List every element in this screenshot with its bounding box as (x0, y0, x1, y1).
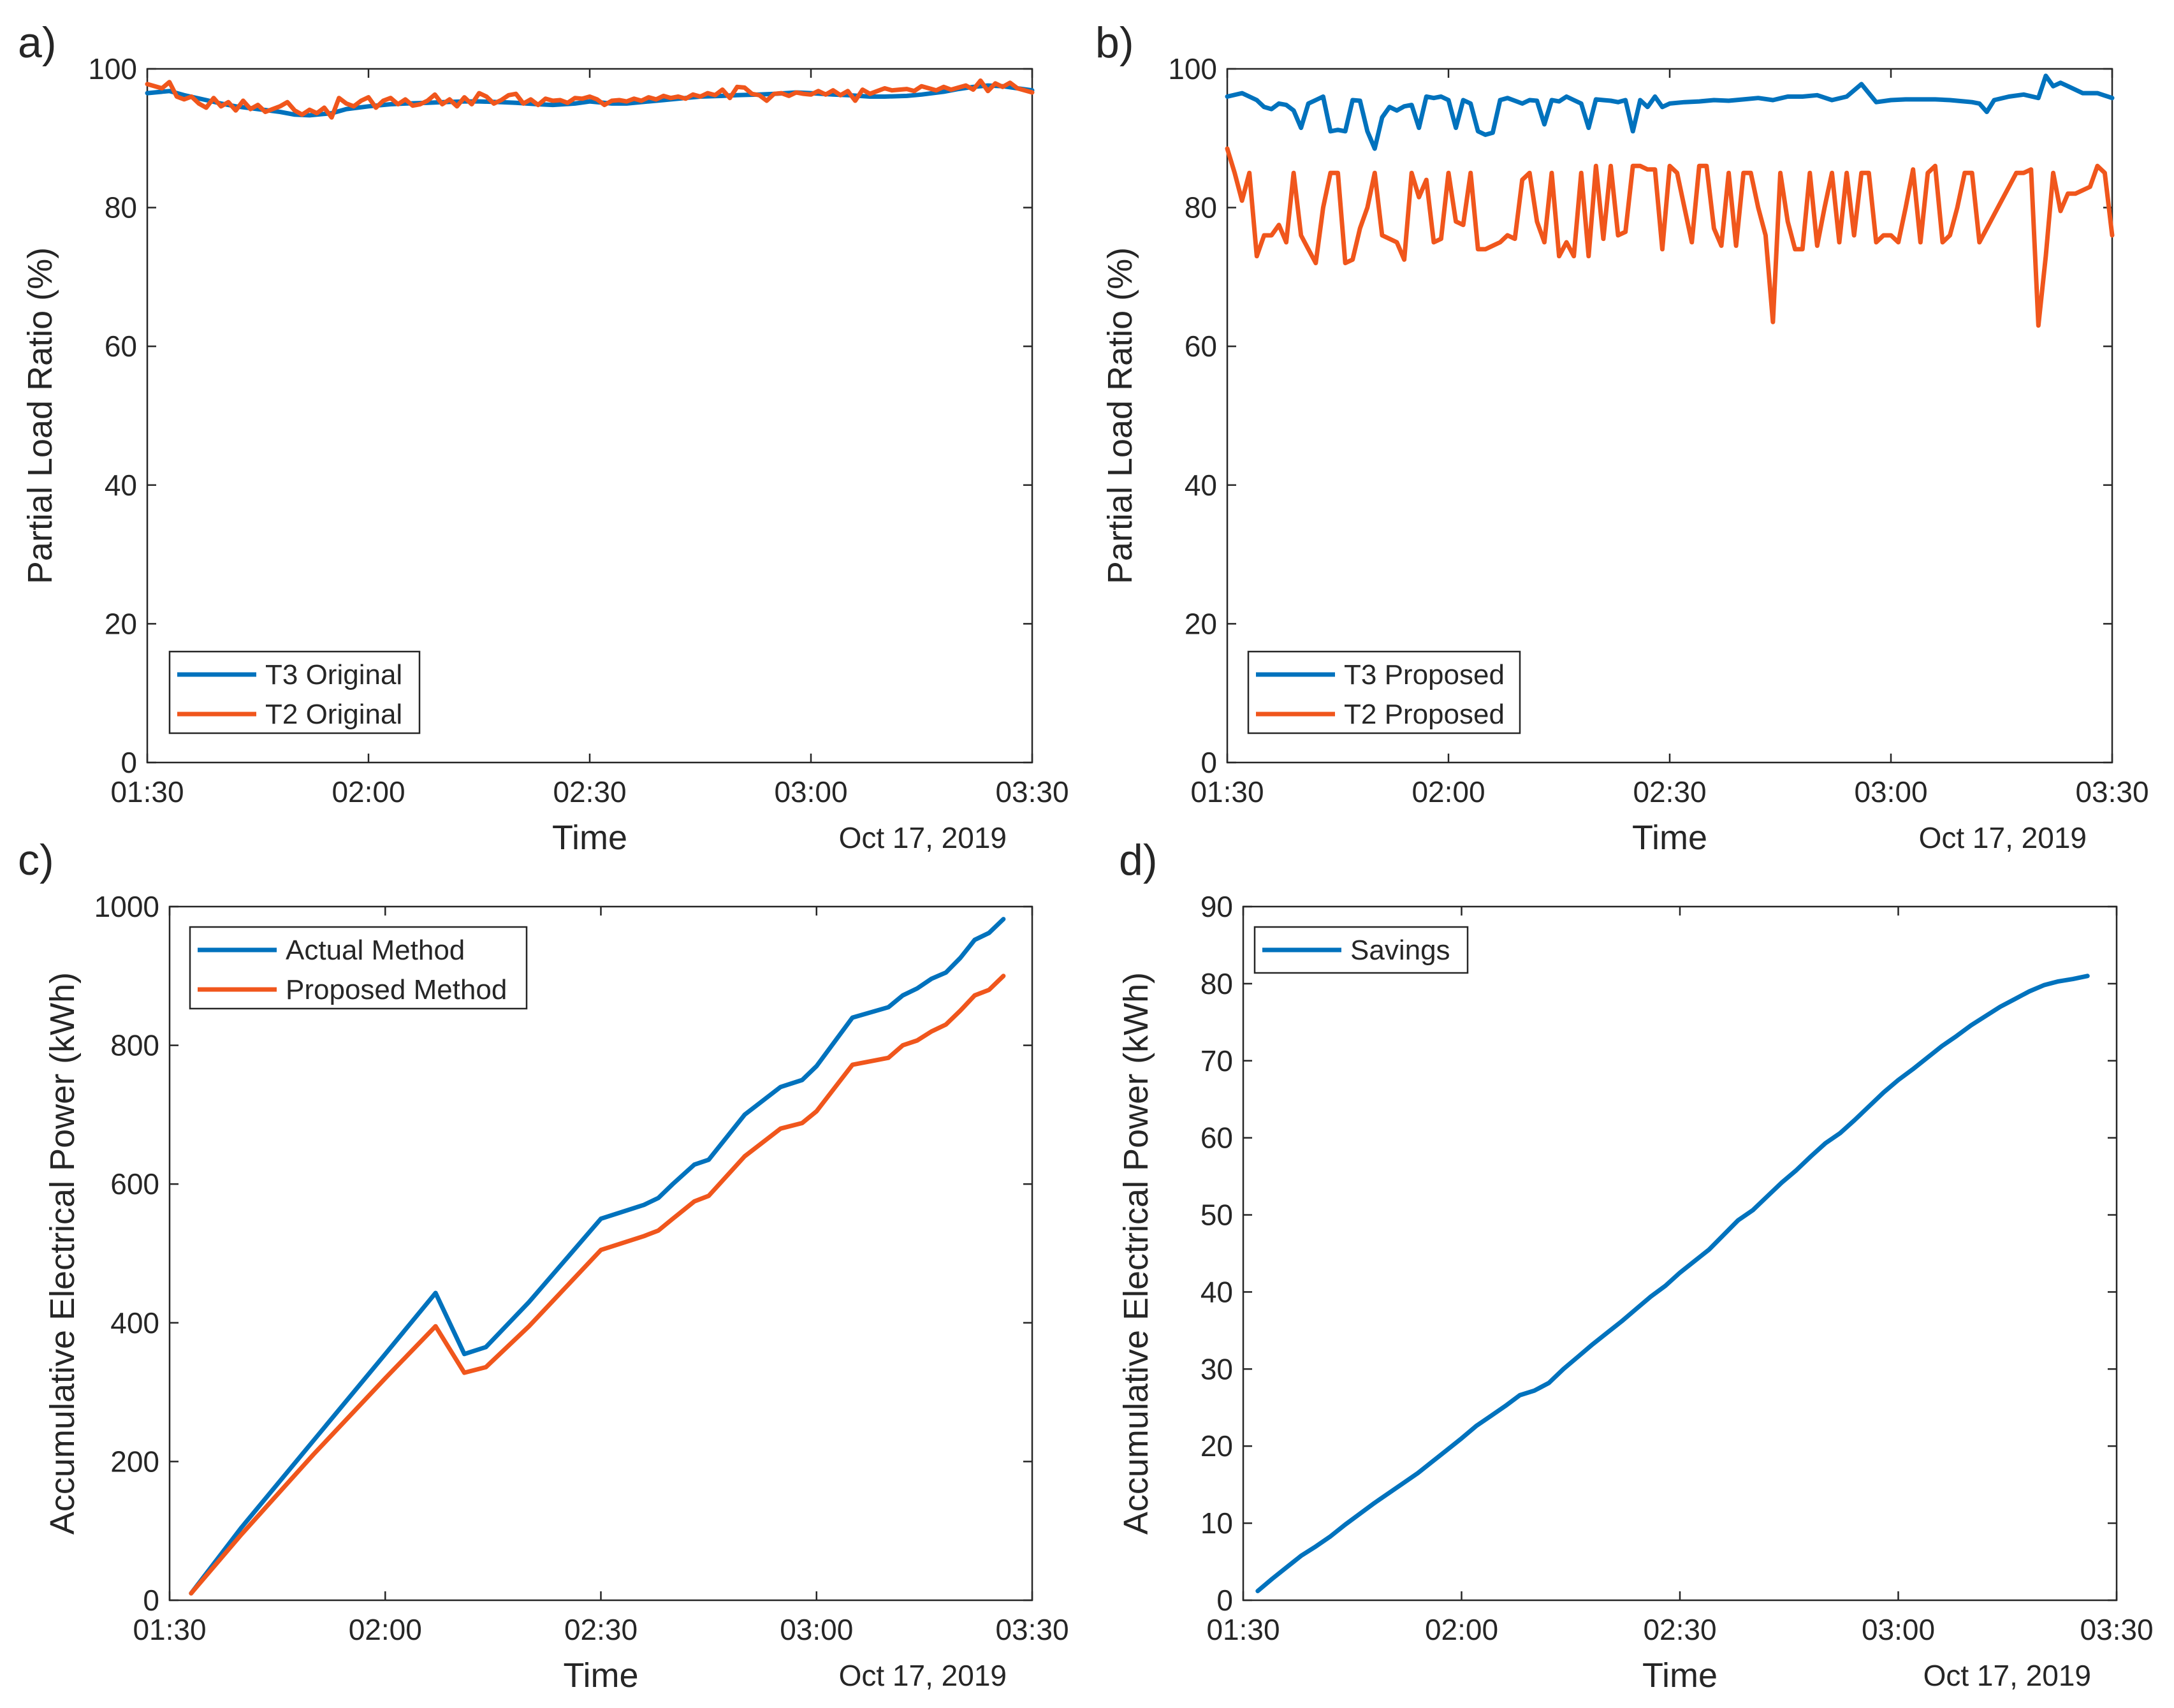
chart-panel-a: a) 01:30 02:00 02:30 03:00 03:30 0 20 40 60 80 100 T… (18, 18, 1069, 857)
y-tick-label: 0 (143, 1584, 159, 1617)
x-tick-label: 02:00 (332, 775, 405, 808)
y-tick-label: 60 (105, 330, 137, 363)
legend-box (189, 926, 528, 1010)
y-tick-label: 30 (1200, 1352, 1233, 1385)
y-tick-label: 50 (1200, 1199, 1233, 1232)
y-tick-label: 80 (1185, 191, 1217, 224)
y-tick-label: 40 (105, 469, 137, 502)
y-tick-label: 1000 (94, 890, 159, 923)
date-label: Oct 17, 2019 (1919, 821, 2087, 854)
date-label: Oct 17, 2019 (839, 1659, 1007, 1692)
x-tick-label: 01:30 (133, 1613, 206, 1646)
legend-entry: T3 Original (265, 659, 402, 690)
y-tick-label: 100 (88, 52, 137, 85)
y-tick-label: 0 (1200, 746, 1217, 779)
x-axis-label: Time (564, 1656, 639, 1695)
y-axis-label: Accumulative Electrical Power (kWh) (1117, 972, 1155, 1535)
y-tick-label: 100 (1168, 52, 1217, 85)
x-tick-label: 03:00 (774, 775, 847, 808)
panel-label: a) (18, 18, 56, 67)
legend-box (1247, 650, 1521, 734)
y-tick-label: 200 (110, 1445, 159, 1478)
y-tick-label: 20 (1185, 607, 1217, 640)
y-tick-label: 400 (110, 1306, 159, 1339)
y-tick-label: 800 (110, 1029, 159, 1062)
panel-label: b) (1095, 18, 1134, 67)
x-tick-label: 02:00 (1425, 1613, 1498, 1646)
plot-area (1242, 905, 2118, 1602)
x-tick-label: 03:00 (1862, 1613, 1935, 1646)
y-axis-label: Accumulative Electrical Power (kWh) (43, 972, 82, 1535)
legend: T3 Original T2 Original (168, 650, 421, 734)
legend: Actual Method Proposed Method (189, 926, 528, 1010)
x-tick-label: 03:00 (780, 1613, 853, 1646)
y-tick-label: 60 (1185, 330, 1217, 363)
y-tick-label: 60 (1200, 1121, 1233, 1155)
x-tick-label: 03:30 (995, 775, 1069, 808)
x-tick-label: 02:30 (553, 775, 626, 808)
x-tick-label: 02:00 (349, 1613, 422, 1646)
series-line-proposed-method (189, 974, 1006, 1596)
y-tick-label: 40 (1185, 469, 1217, 502)
series-line-t2-proposed (1225, 146, 2115, 328)
panel-label: d) (1119, 836, 1157, 884)
y-tick-label: 70 (1200, 1044, 1233, 1077)
legend: Savings (1253, 926, 1469, 974)
x-tick-label: 03:00 (1854, 775, 1927, 808)
y-tick-label: 20 (1200, 1429, 1233, 1463)
legend-entry: T2 Proposed (1344, 699, 1505, 730)
y-tick-label: 20 (105, 607, 137, 640)
series-line-t2-original (145, 78, 1035, 120)
y-tick-label: 600 (110, 1167, 159, 1201)
y-tick-label: 10 (1200, 1507, 1233, 1540)
x-tick-label: 01:30 (1206, 1613, 1280, 1646)
x-tick-label: 02:30 (1643, 1613, 1716, 1646)
x-tick-label: 02:30 (1633, 775, 1706, 808)
legend-box (168, 650, 421, 734)
x-tick-label: 03:30 (2075, 775, 2148, 808)
chart-panel-d: d) 01:30 02:00 02:30 03:00 03:30 0 10 20 30 40 50 60… (1117, 836, 2154, 1695)
date-label: Oct 17, 2019 (839, 821, 1007, 854)
chart-panel-b: b) 01:30 02:00 02:30 03:00 03:30 0 20 40 60 80 100 T… (1095, 18, 2149, 857)
y-tick-label: 0 (1216, 1584, 1233, 1617)
chart-panel-c: c) 01:30 02:00 02:30 03:00 03:30 0 200 400 600 800… (18, 836, 1069, 1695)
series-line-actual-method (189, 917, 1006, 1596)
panel-label: c) (18, 836, 54, 884)
x-tick-label: 01:30 (1190, 775, 1264, 808)
legend-entry: Savings (1350, 935, 1450, 966)
legend-entry: T3 Proposed (1344, 659, 1505, 690)
x-tick-label: 02:30 (564, 1613, 638, 1646)
legend-entry: Proposed Method (286, 974, 507, 1005)
series-line-t3-proposed (1225, 73, 2115, 151)
date-label: Oct 17, 2019 (1923, 1659, 2091, 1692)
y-tick-label: 40 (1200, 1275, 1233, 1308)
y-tick-label: 80 (105, 191, 137, 224)
x-tick-label: 03:30 (995, 1613, 1069, 1646)
series-line-savings (1255, 974, 2090, 1593)
x-axis-label: Time (1632, 819, 1707, 857)
y-tick-label: 0 (120, 746, 137, 779)
plot-area (168, 905, 1033, 1602)
legend: T3 Proposed T2 Proposed (1247, 650, 1521, 734)
y-tick-label: 80 (1200, 967, 1233, 1000)
legend-entry: T2 Original (265, 699, 402, 730)
legend-entry: Actual Method (286, 935, 465, 966)
x-tick-label: 01:30 (110, 775, 184, 808)
x-tick-label: 02:00 (1412, 775, 1485, 808)
x-axis-label: Time (552, 819, 627, 857)
y-axis-label: Partial Load Ratio (%) (1101, 247, 1139, 584)
y-tick-label: 90 (1200, 890, 1233, 923)
y-axis-label: Partial Load Ratio (%) (21, 247, 59, 584)
x-tick-label: 03:30 (2080, 1613, 2153, 1646)
plot-area (146, 68, 1033, 764)
x-axis-label: Time (1642, 1656, 1718, 1695)
